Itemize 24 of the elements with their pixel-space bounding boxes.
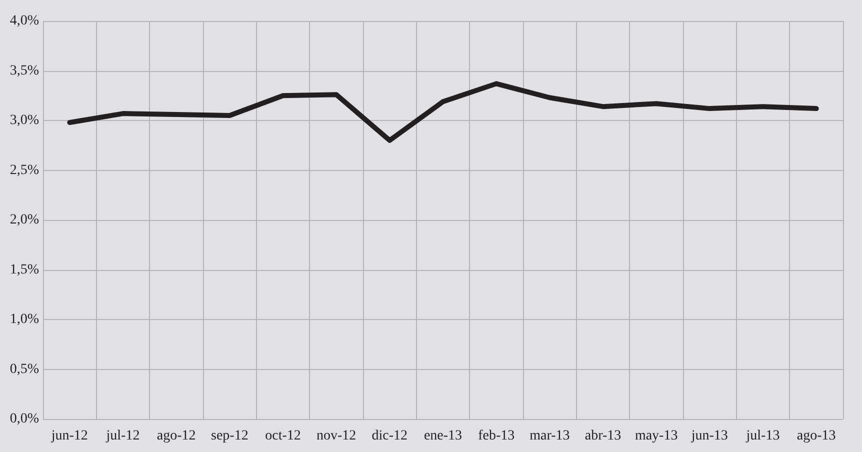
x-tick-label: jun-13 xyxy=(690,428,728,444)
x-tick-label: may-13 xyxy=(634,428,678,444)
x-tick-label: abr-13 xyxy=(584,428,622,444)
x-tick-label: oct-12 xyxy=(265,428,301,444)
x-tick-label: ene-13 xyxy=(424,428,462,444)
x-tick-label: jul-13 xyxy=(745,428,780,444)
x-tick-label: ago-13 xyxy=(796,428,836,444)
x-tick-label: nov-12 xyxy=(316,428,356,444)
y-tick-label: 3,0% xyxy=(10,113,40,128)
y-tick-label: 1,5% xyxy=(10,262,40,278)
x-tick-label: feb-13 xyxy=(478,428,515,444)
y-tick-label: 4,0% xyxy=(10,14,40,28)
y-tick-label: 0,5% xyxy=(10,362,40,377)
y-tick-label: 3,5% xyxy=(10,63,40,78)
x-tick-label: jul-12 xyxy=(105,428,140,444)
y-tick-label: 2,0% xyxy=(10,212,40,228)
x-tick-label: ago-12 xyxy=(156,428,196,444)
x-tick-label: mar-13 xyxy=(530,428,570,444)
y-tick-label: 1,0% xyxy=(10,312,40,327)
x-tick-label: jun-12 xyxy=(50,428,88,444)
y-tick-label: 0,0% xyxy=(10,412,40,426)
x-tick-label: sep-12 xyxy=(211,428,248,444)
x-tick-label: dic-12 xyxy=(372,428,408,444)
y-tick-label: 2,5% xyxy=(10,162,40,178)
